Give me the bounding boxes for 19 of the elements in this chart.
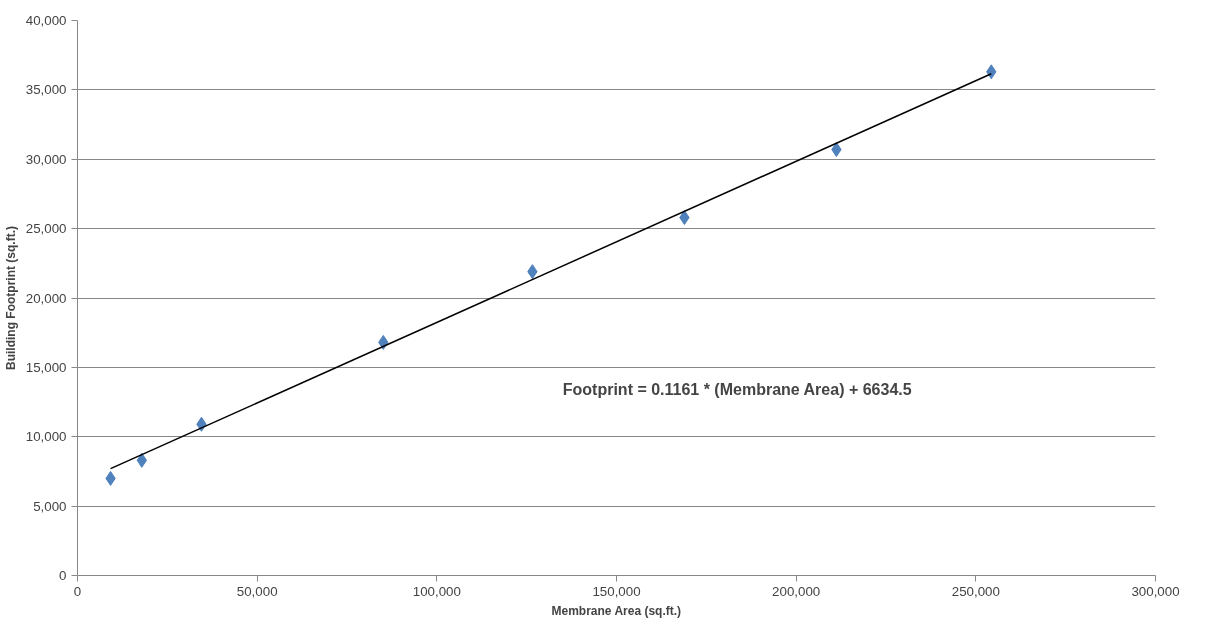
annotation: Footprint = 0.1161 * (Membrane Area) + 6634.5 (562, 381, 912, 398)
x-tick-label: 150,000 (592, 583, 641, 599)
y-tick-label: 40,000 (25, 13, 67, 28)
y-axis-title: Building Footprint (sq.ft.) (3, 226, 18, 370)
x-tick-label: 100,000 (412, 583, 461, 599)
y-tick-label: 20,000 (25, 290, 67, 306)
x-tick-label: 300,000 (1131, 583, 1180, 599)
x-axis-title: Membrane Area (sq.ft.) (551, 603, 682, 618)
y-tick-label: 25,000 (25, 221, 67, 237)
y-tick-label: 15,000 (25, 359, 67, 375)
x-tick-label: 0 (73, 583, 82, 599)
y-tick-label: 5,000 (33, 498, 67, 514)
x-tick-label: 50,000 (236, 583, 278, 599)
y-tick-label: 35,000 (25, 82, 67, 98)
y-tick-label: 30,000 (25, 151, 67, 167)
y-tick-label: 10,000 (25, 429, 67, 445)
x-tick-label: 250,000 (951, 583, 1000, 599)
x-tick-label: 200,000 (772, 583, 821, 599)
y-tick-label: 0 (59, 568, 67, 583)
